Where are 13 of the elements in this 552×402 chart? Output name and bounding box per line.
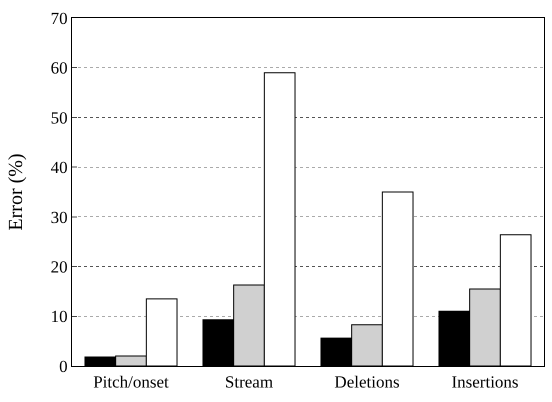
y-tick-label: 40 (50, 158, 68, 178)
y-tick-label: 60 (50, 58, 68, 78)
y-tick-label: 0 (59, 356, 68, 376)
y-tick-label: 70 (50, 8, 68, 28)
y-tick-label: 20 (50, 258, 68, 277)
y-tick-label: 30 (50, 208, 68, 227)
y-axis-title: Error (%) (5, 153, 27, 231)
x-tick-label: Pitch/onset (93, 372, 170, 392)
x-tick-label: Deletions (334, 372, 400, 392)
x-tick-label: Stream (224, 372, 274, 392)
y-tick-label: 50 (50, 108, 68, 128)
y-tick-label: 10 (50, 307, 68, 326)
x-tick-label: Insertions (451, 372, 519, 392)
